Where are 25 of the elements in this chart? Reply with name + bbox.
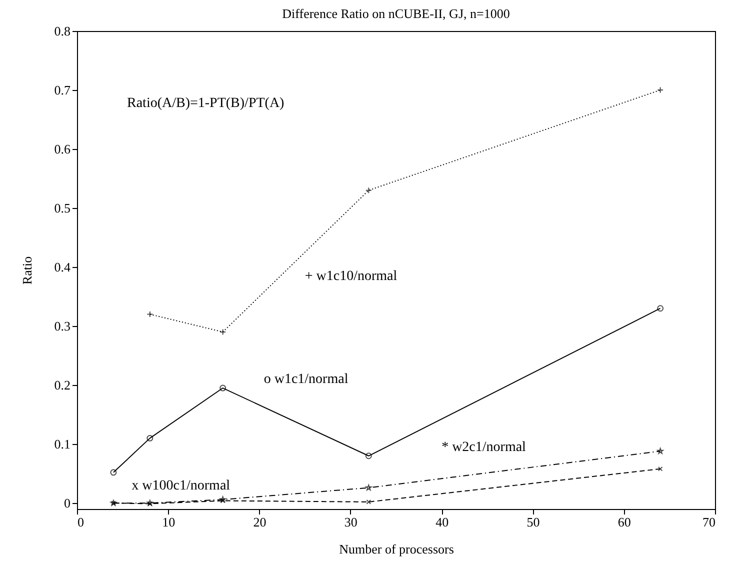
x-tick-label: 40 [436,514,449,530]
y-tick-label: 0.1 [54,436,70,452]
x-tick-label: 70 [702,514,716,530]
annotation: Ratio(A/B)=1-PT(B)/PT(A) [127,96,285,111]
series-label: + w1c10/normal [304,268,398,284]
y-tick-label: 0 [64,496,70,511]
y-tick-label: 0.5 [54,200,70,216]
x-tick-label: 60 [618,514,631,530]
y-tick-label: 0.4 [54,260,71,275]
y-tick-label: 0.7 [54,82,71,98]
y-tick-label: 0.3 [54,318,70,334]
series-label: o w1c1/normal [264,372,348,388]
x-tick-label: 20 [253,514,266,530]
y-tick-label: 0.8 [54,24,70,38]
chart-title: Difference Ratio on nCUBE-II, GJ, n=1000 [282,6,510,21]
x-tick-label: 10 [162,514,176,530]
x-tick-label: 30 [344,514,358,530]
x-tick-label: 0 [78,514,84,530]
x-tick-label: 50 [526,514,540,530]
series-label: x w100c1/normal [132,478,230,494]
y-tick-label: 0.2 [54,378,70,393]
y-axis-title: Ratio [19,256,34,285]
x-axis-title: Number of processors [339,542,454,556]
y-tick-label: 0.6 [54,142,71,157]
series-label: * w2c1/normal [442,440,526,456]
